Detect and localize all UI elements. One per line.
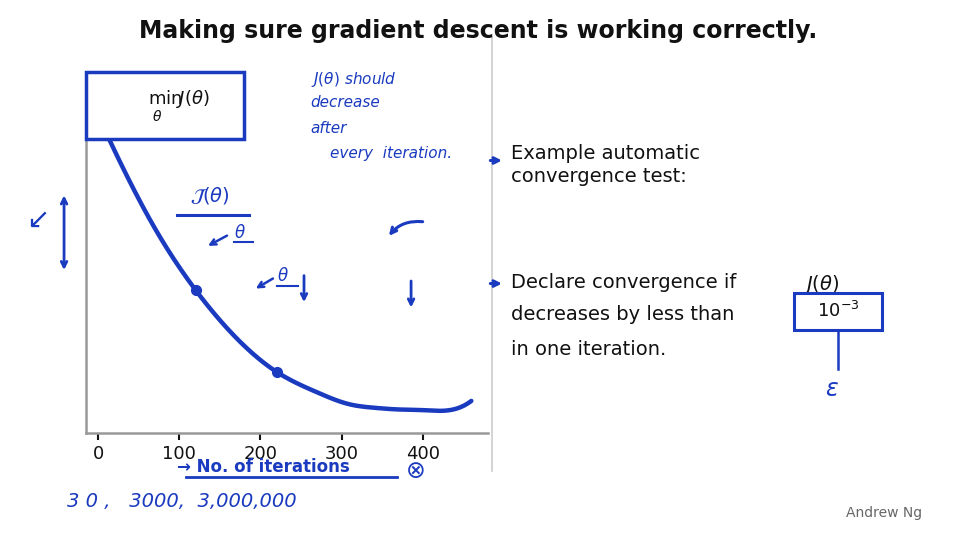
Text: $\min$: $\min$: [148, 90, 182, 108]
Text: Andrew Ng: Andrew Ng: [846, 506, 923, 520]
Text: $J(\theta)$: $J(\theta)$: [176, 88, 210, 110]
Text: $\varepsilon$: $\varepsilon$: [825, 377, 838, 401]
Text: ↙: ↙: [27, 205, 50, 233]
Text: decrease: decrease: [311, 95, 380, 110]
Text: Example automatic: Example automatic: [511, 144, 701, 164]
Text: every  iteration.: every iteration.: [330, 146, 452, 160]
Text: 3 0 ,   3000,  3,000,000: 3 0 , 3000, 3,000,000: [67, 492, 296, 511]
Text: in one iteration.: in one iteration.: [511, 340, 666, 360]
Text: ⊗: ⊗: [406, 459, 425, 483]
Text: $J(\theta)$ should: $J(\theta)$ should: [311, 70, 397, 89]
Text: after: after: [311, 121, 347, 136]
Text: Declare convergence if: Declare convergence if: [511, 273, 743, 292]
Text: $\theta$: $\theta$: [234, 224, 246, 242]
Text: $J(\theta)$: $J(\theta)$: [803, 273, 839, 296]
Text: $\theta$: $\theta$: [152, 109, 163, 124]
Text: Making sure gradient descent is working correctly.: Making sure gradient descent is working …: [139, 19, 817, 43]
Text: $\theta$: $\theta$: [277, 266, 289, 285]
Text: → No. of iterations: → No. of iterations: [177, 457, 350, 476]
Text: convergence test:: convergence test:: [511, 167, 687, 186]
Text: $10^{-3}$: $10^{-3}$: [817, 301, 859, 322]
Text: $\mathcal{J}(\theta)$: $\mathcal{J}(\theta)$: [190, 185, 230, 206]
Text: decreases by less than: decreases by less than: [511, 305, 735, 324]
